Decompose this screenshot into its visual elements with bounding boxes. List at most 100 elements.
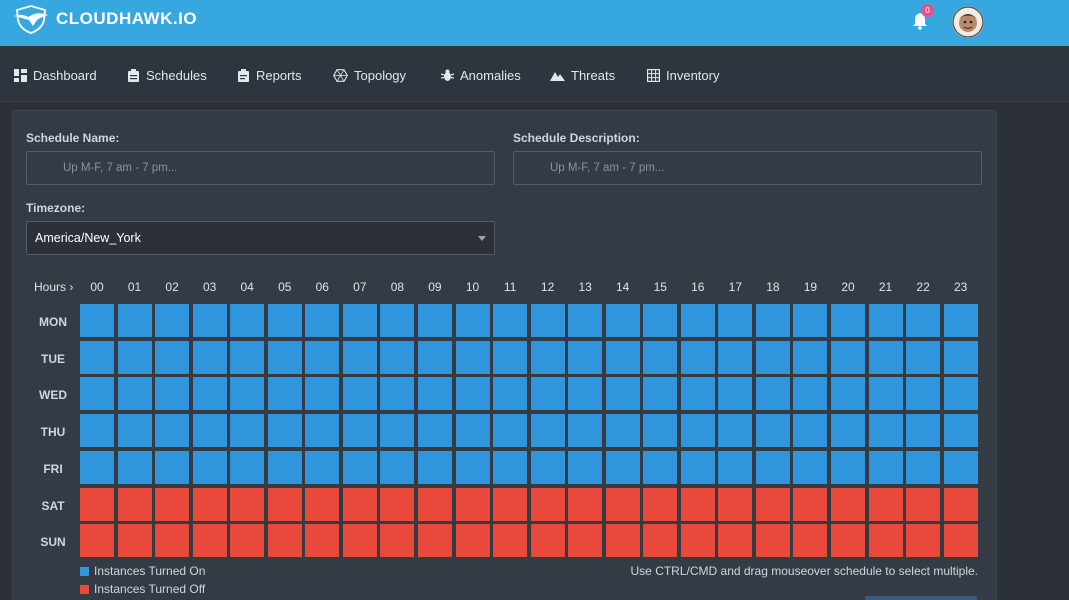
brand-logo[interactable]: CLOUDHAWK.IO [12, 4, 197, 34]
schedule-cell[interactable] [868, 487, 903, 521]
schedule-cell[interactable] [530, 340, 565, 374]
schedule-cell[interactable] [380, 524, 415, 558]
schedule-cell[interactable] [605, 377, 640, 411]
schedule-cell[interactable] [605, 487, 640, 521]
schedule-cell[interactable] [793, 450, 828, 484]
schedule-cell[interactable] [530, 524, 565, 558]
schedule-cell[interactable] [117, 414, 152, 448]
schedule-cell[interactable] [192, 487, 227, 521]
schedule-cell[interactable] [680, 377, 715, 411]
schedule-cell[interactable] [943, 340, 978, 374]
schedule-cell[interactable] [493, 450, 528, 484]
schedule-cell[interactable] [755, 450, 790, 484]
schedule-cell[interactable] [755, 377, 790, 411]
schedule-cell[interactable] [493, 524, 528, 558]
schedule-cell[interactable] [868, 340, 903, 374]
schedule-cell[interactable] [718, 450, 753, 484]
schedule-cell[interactable] [831, 340, 865, 374]
schedule-cell[interactable] [718, 377, 753, 411]
schedule-cell[interactable] [305, 414, 340, 448]
schedule-cell[interactable] [831, 450, 865, 484]
schedule-cell[interactable] [342, 487, 377, 521]
schedule-cell[interactable] [230, 487, 265, 521]
schedule-cell[interactable] [906, 304, 941, 337]
schedule-cell[interactable] [943, 524, 978, 558]
schedule-cell[interactable] [868, 377, 903, 411]
schedule-name-input[interactable] [26, 151, 495, 185]
schedule-cell[interactable] [568, 304, 603, 337]
schedule-cell[interactable] [380, 340, 415, 374]
schedule-cell[interactable] [680, 487, 715, 521]
schedule-cell[interactable] [342, 524, 377, 558]
schedule-cell[interactable] [680, 304, 715, 337]
schedule-cell[interactable] [417, 524, 452, 558]
schedule-cell[interactable] [680, 524, 715, 558]
schedule-cell[interactable] [943, 450, 978, 484]
schedule-cell[interactable] [793, 304, 828, 337]
schedule-cell[interactable] [493, 487, 528, 521]
schedule-cell[interactable] [943, 377, 978, 411]
schedule-cell[interactable] [192, 340, 227, 374]
schedule-cell[interactable] [417, 450, 452, 484]
schedule-cell[interactable] [230, 377, 265, 411]
schedule-cell[interactable] [380, 487, 415, 521]
schedule-cell[interactable] [643, 340, 678, 374]
schedule-cell[interactable] [417, 377, 452, 411]
schedule-cell[interactable] [342, 377, 377, 411]
schedule-cell[interactable] [755, 487, 790, 521]
nav-item-threats[interactable]: Threats [550, 66, 615, 84]
schedule-cell[interactable] [117, 487, 152, 521]
schedule-cell[interactable] [868, 524, 903, 558]
schedule-cell[interactable] [868, 304, 903, 337]
schedule-cell[interactable] [643, 377, 678, 411]
schedule-cell[interactable] [230, 340, 265, 374]
schedule-cell[interactable] [530, 414, 565, 448]
schedule-cell[interactable] [755, 414, 790, 448]
schedule-cell[interactable] [80, 450, 114, 484]
schedule-cell[interactable] [117, 450, 152, 484]
schedule-cell[interactable] [605, 414, 640, 448]
schedule-cell[interactable] [680, 450, 715, 484]
schedule-cell[interactable] [605, 340, 640, 374]
schedule-cell[interactable] [305, 487, 340, 521]
schedule-cell[interactable] [793, 524, 828, 558]
schedule-cell[interactable] [342, 450, 377, 484]
schedule-cell[interactable] [230, 450, 265, 484]
schedule-cell[interactable] [680, 340, 715, 374]
schedule-cell[interactable] [305, 340, 340, 374]
schedule-cell[interactable] [417, 340, 452, 374]
schedule-cell[interactable] [230, 304, 265, 337]
schedule-cell[interactable] [605, 524, 640, 558]
schedule-cell[interactable] [568, 377, 603, 411]
nav-item-topology[interactable]: Topology [333, 66, 406, 84]
schedule-cell[interactable] [793, 377, 828, 411]
schedule-cell[interactable] [455, 304, 490, 337]
schedule-cell[interactable] [680, 414, 715, 448]
schedule-cell[interactable] [267, 524, 302, 558]
schedule-cell[interactable] [493, 340, 528, 374]
schedule-cell[interactable] [943, 304, 978, 337]
schedule-cell[interactable] [455, 377, 490, 411]
schedule-cell[interactable] [80, 487, 114, 521]
schedule-cell[interactable] [605, 304, 640, 337]
schedule-cell[interactable] [342, 304, 377, 337]
schedule-cell[interactable] [155, 377, 190, 411]
schedule-cell[interactable] [117, 524, 152, 558]
schedule-cell[interactable] [568, 524, 603, 558]
schedule-cell[interactable] [943, 414, 978, 448]
schedule-cell[interactable] [718, 487, 753, 521]
schedule-cell[interactable] [155, 304, 190, 337]
schedule-cell[interactable] [530, 304, 565, 337]
schedule-cell[interactable] [455, 450, 490, 484]
schedule-description-input[interactable] [513, 151, 982, 185]
schedule-cell[interactable] [455, 414, 490, 448]
save-button[interactable] [865, 596, 977, 600]
schedule-cell[interactable] [192, 414, 227, 448]
schedule-cell[interactable] [906, 450, 941, 484]
schedule-cell[interactable] [718, 340, 753, 374]
schedule-cell[interactable] [80, 414, 114, 448]
nav-item-dashboard[interactable]: Dashboard [14, 66, 97, 84]
schedule-cell[interactable] [155, 487, 190, 521]
schedule-cell[interactable] [831, 524, 865, 558]
schedule-cell[interactable] [718, 304, 753, 337]
